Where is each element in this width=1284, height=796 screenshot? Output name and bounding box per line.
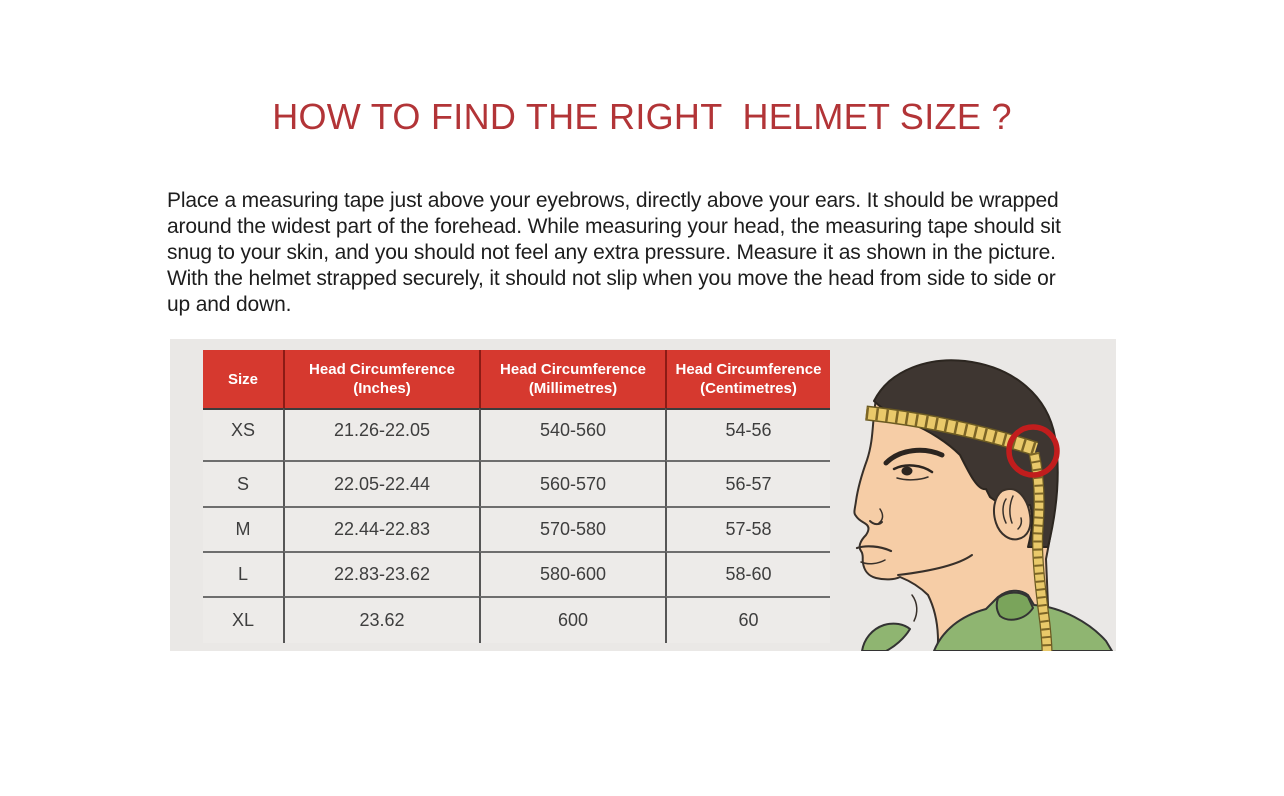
shirt-collar-flap — [995, 591, 1034, 621]
page-title: HOW TO FIND THE RIGHT HELMET SIZE ? — [272, 96, 1012, 138]
col-header-label: Head Circumference — [309, 361, 455, 378]
instruction-line: around the widest part of the forehead. … — [167, 215, 1061, 238]
cell-inches: 23.62 — [283, 596, 479, 643]
cell-cm: 60 — [665, 596, 830, 643]
cell-mm: 600 — [479, 596, 665, 643]
cell-size: S — [203, 460, 283, 506]
head-measurement-illustration — [850, 339, 1116, 651]
ear — [993, 488, 1032, 541]
cell-size: XS — [203, 408, 283, 460]
neck-crease — [911, 594, 918, 622]
eyebrow — [883, 447, 945, 466]
cell-inches: 22.83-23.62 — [283, 551, 479, 596]
eye-lower-lid — [896, 476, 929, 481]
mouth-line — [855, 545, 893, 553]
col-header-size: Size — [203, 350, 283, 408]
cell-inches: 22.44-22.83 — [283, 506, 479, 551]
tape-overlap-highlight-ring — [1006, 424, 1060, 478]
measuring-tape-end-marks — [1029, 452, 1052, 651]
cell-cm: 56-57 — [665, 460, 830, 506]
instruction-line: Place a measuring tape just above your e… — [167, 189, 1059, 212]
cell-mm: 560-570 — [479, 460, 665, 506]
cell-size: XL — [203, 596, 283, 643]
cell-size: M — [203, 506, 283, 551]
col-header-label: Head Circumference — [675, 361, 822, 378]
cell-mm: 570-580 — [479, 506, 665, 551]
col-header-centimetres: Head Circumference (Centimetres) — [665, 350, 830, 408]
instruction-line: up and down. — [167, 293, 292, 316]
ear-inner-lines — [1002, 495, 1023, 530]
helmet-size-table: Size Head Circumference (Inches) Head Ci… — [203, 350, 830, 643]
cell-size: L — [203, 551, 283, 596]
shirt-left-collar — [861, 622, 911, 651]
col-header-inches: Head Circumference (Inches) — [283, 350, 479, 408]
cell-inches: 21.26-22.05 — [283, 408, 479, 460]
cell-cm: 54-56 — [665, 408, 830, 460]
col-header-unit: (Millimetres) — [528, 380, 618, 397]
shirt-right-shoulder — [933, 589, 1113, 651]
cell-cm: 58-60 — [665, 551, 830, 596]
col-header-label: Head Circumference — [500, 361, 646, 378]
jaw-line — [897, 554, 973, 576]
cell-mm: 580-600 — [479, 551, 665, 596]
col-header-unit: (Centimetres) — [700, 380, 797, 397]
col-header-millimetres: Head Circumference (Millimetres) — [479, 350, 665, 408]
nose-wing — [878, 508, 884, 524]
cell-mm: 540-560 — [479, 408, 665, 460]
col-header-label: Size — [227, 370, 258, 388]
measuring-instructions: Place a measuring tape just above your e… — [167, 188, 1147, 318]
instruction-line: With the helmet strapped securely, it sh… — [167, 267, 1056, 290]
nostril — [869, 520, 883, 526]
col-header-unit: (Inches) — [353, 380, 411, 397]
measuring-tape-band — [865, 407, 1038, 455]
size-guide-panel: Size Head Circumference (Inches) Head Ci… — [170, 339, 1116, 651]
eye-iris — [901, 466, 913, 476]
cell-inches: 22.05-22.44 — [283, 460, 479, 506]
eye-upper-lid — [892, 464, 934, 474]
cell-cm: 57-58 — [665, 506, 830, 551]
lower-lip-line — [860, 559, 886, 565]
instruction-line: snug to your skin, and you should not fe… — [167, 241, 1056, 264]
